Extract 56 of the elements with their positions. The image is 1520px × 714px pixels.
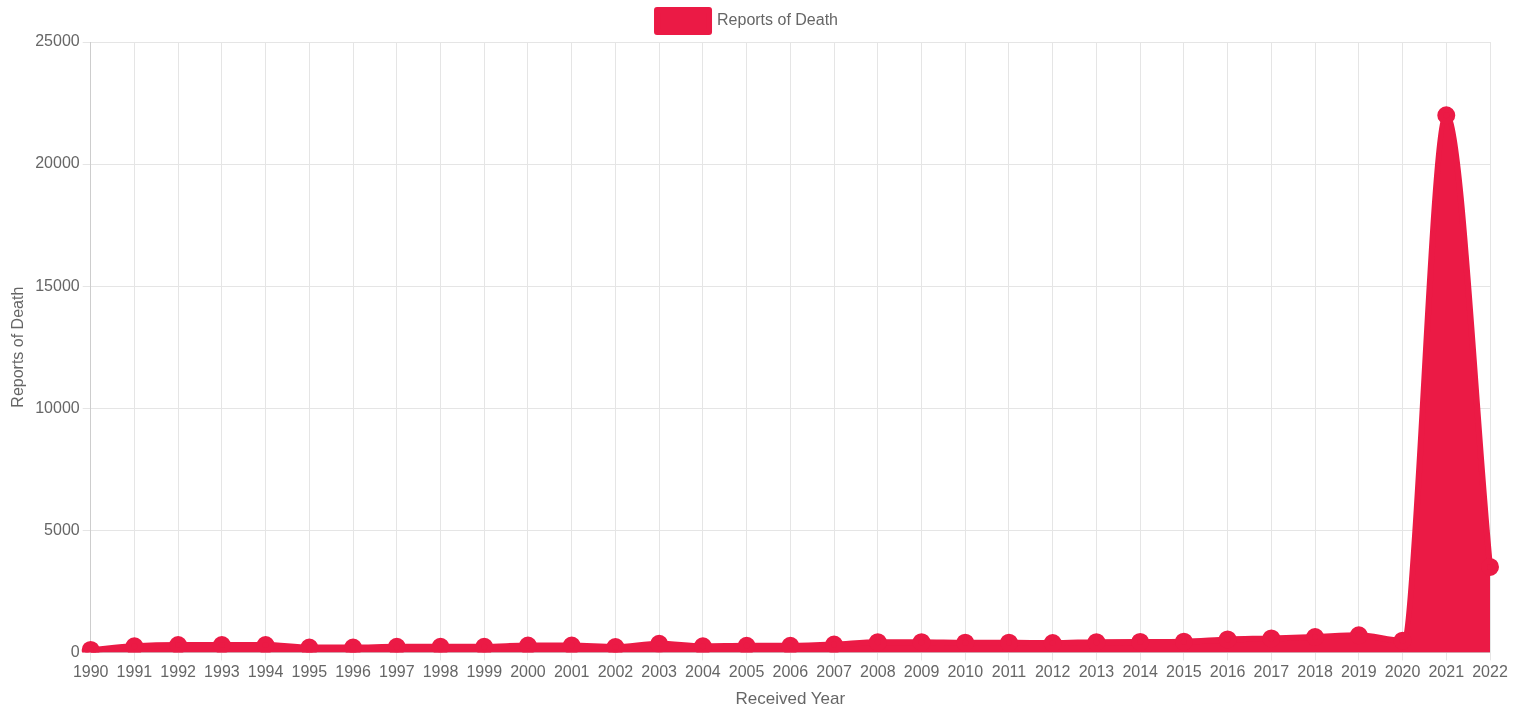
- x-tick-label: 2011: [991, 663, 1027, 681]
- x-tick-label: 1994: [247, 663, 284, 681]
- point: [212, 636, 231, 653]
- point: [562, 636, 581, 653]
- x-tick-label: 2010: [947, 663, 984, 681]
- x-tick-label: 1990: [72, 663, 109, 681]
- x-tick-label: 2006: [772, 663, 809, 681]
- point: [256, 636, 275, 653]
- point: [693, 637, 712, 653]
- x-tick-label: 1996: [335, 663, 371, 681]
- x-tick-label: 2007: [816, 663, 852, 681]
- point: [518, 636, 537, 653]
- x-tick-label: 2005: [728, 663, 765, 681]
- y-axis-title: Reports of Death: [9, 286, 27, 408]
- x-tick-label: 2022: [1472, 663, 1508, 681]
- point: [387, 637, 406, 653]
- x-tick-label: 2020: [1384, 663, 1421, 681]
- x-tick-label: 2014: [1122, 663, 1159, 681]
- point: [475, 637, 494, 653]
- x-tick-label: 2008: [860, 663, 896, 681]
- point: [431, 637, 450, 653]
- legend-label: Reports of Death: [717, 11, 838, 29]
- y-tick-label: 15000: [35, 276, 80, 294]
- x-tick-label: 2021: [1428, 663, 1465, 681]
- point: [737, 636, 756, 653]
- x-tick-label: 2017: [1253, 663, 1290, 681]
- x-tick-label: 2013: [1078, 663, 1115, 681]
- x-tick-label: 1991: [116, 663, 153, 681]
- point: [781, 636, 800, 653]
- x-tick-label: 1993: [204, 663, 240, 681]
- x-tick-label: 2012: [1034, 663, 1071, 681]
- x-tick-label: 2000: [510, 663, 546, 681]
- x-tick-label: 2015: [1166, 663, 1202, 681]
- y-tick-label: 10000: [35, 398, 80, 416]
- x-tick-label: 2003: [641, 663, 678, 681]
- point: [825, 635, 844, 653]
- x-tick-label: 1998: [422, 663, 459, 681]
- x-tick-label: 2019: [1341, 663, 1377, 681]
- y-tick-label: 20000: [35, 154, 80, 172]
- x-tick-label: 1992: [160, 663, 197, 681]
- x-tick-label: 1997: [378, 663, 415, 681]
- x-axis-title: Received Year: [735, 689, 846, 709]
- x-tick-label: 2001: [553, 663, 590, 681]
- x-tick-label: 2018: [1297, 663, 1333, 681]
- x-tick-label: 2016: [1209, 663, 1246, 681]
- point: [650, 634, 669, 653]
- y-tick-label: 0: [70, 642, 80, 660]
- x-tick-label: 1999: [466, 663, 503, 681]
- x-tick-label: 2002: [597, 663, 634, 681]
- y-tick-label: 25000: [35, 32, 80, 50]
- point: [169, 636, 188, 653]
- x-tick-label: 1995: [291, 663, 328, 681]
- y-tick-label: 5000: [44, 520, 80, 538]
- point: [125, 637, 144, 653]
- x-tick-label: 2009: [903, 663, 940, 681]
- x-tick-label: 2004: [685, 663, 721, 681]
